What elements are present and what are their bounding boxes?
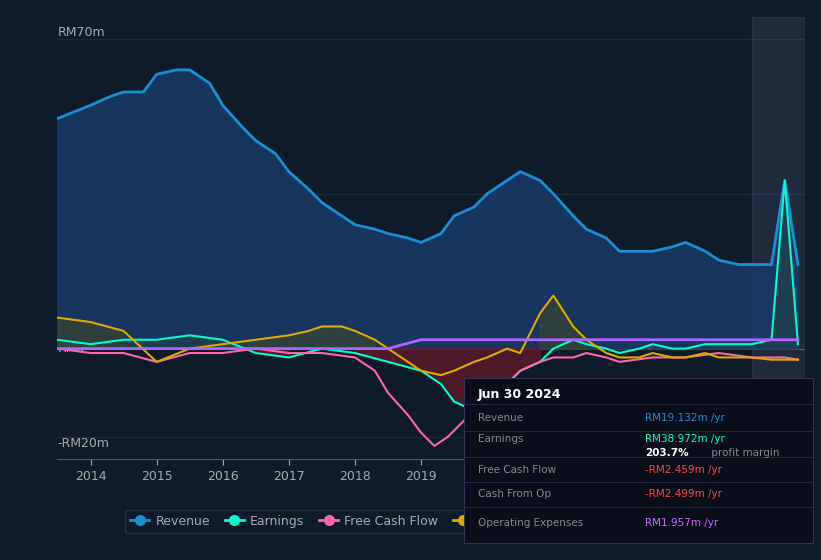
Text: -RM2.459m /yr: -RM2.459m /yr	[645, 465, 722, 475]
Text: 203.7%: 203.7%	[645, 448, 689, 458]
Bar	[752, 17, 805, 459]
Text: Cash From Op: Cash From Op	[478, 489, 551, 500]
Legend: Revenue, Earnings, Free Cash Flow, Cash From Op, Operating Expenses: Revenue, Earnings, Free Cash Flow, Cash …	[126, 510, 736, 533]
Text: Revenue: Revenue	[478, 413, 523, 423]
Text: RM19.132m /yr: RM19.132m /yr	[645, 413, 725, 423]
Text: Earnings: Earnings	[478, 434, 523, 444]
Text: Free Cash Flow: Free Cash Flow	[478, 465, 556, 475]
Text: Operating Expenses: Operating Expenses	[478, 519, 583, 529]
Text: RM1.957m /yr: RM1.957m /yr	[645, 519, 718, 529]
Text: -RM20m: -RM20m	[57, 437, 109, 450]
Text: RM0: RM0	[57, 342, 85, 355]
Text: profit margin: profit margin	[708, 448, 780, 458]
Text: RM38.972m /yr: RM38.972m /yr	[645, 434, 725, 444]
Text: RM70m: RM70m	[57, 26, 105, 39]
Text: Jun 30 2024: Jun 30 2024	[478, 388, 562, 401]
Text: -RM2.499m /yr: -RM2.499m /yr	[645, 489, 722, 500]
